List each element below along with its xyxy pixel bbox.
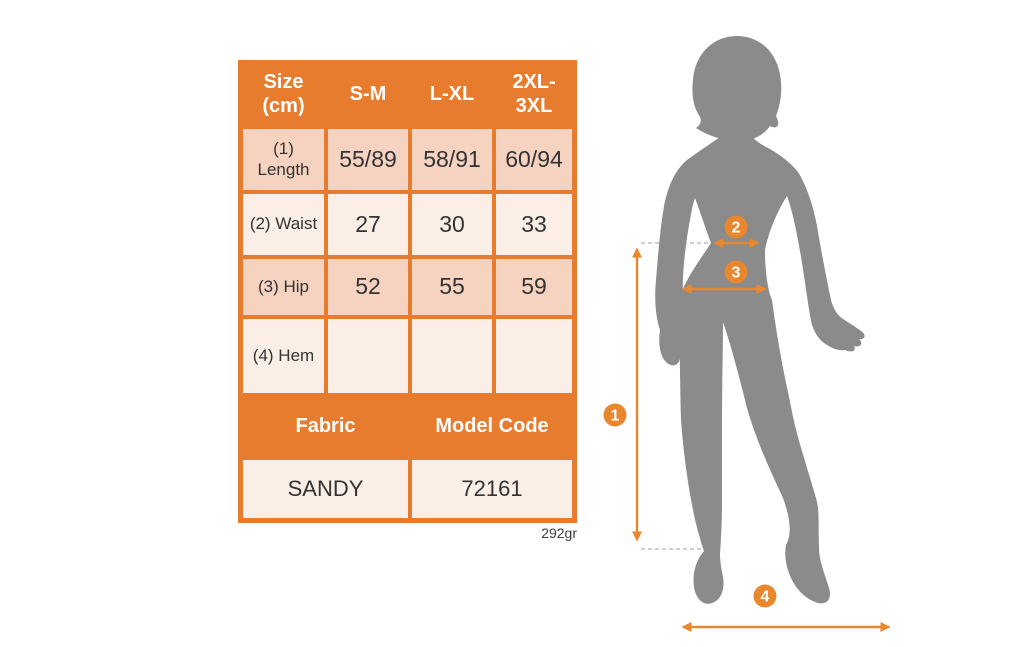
value-hem-2xl3xl: [496, 319, 572, 393]
row-label-hip: (3) Hip: [243, 259, 324, 315]
weight-note: 292gr: [541, 525, 577, 541]
value-hip-lxl: 55: [412, 259, 492, 315]
header-cell-2xl-3xl: 2XL- 3XL: [496, 65, 572, 125]
silhouette-hair: [692, 36, 782, 142]
row-label-length: (1) Length: [243, 129, 324, 190]
female-silhouette: [655, 135, 865, 604]
value-waist-lxl: 30: [412, 194, 492, 255]
value-hem-sm: [328, 319, 408, 393]
header-cell-l-xl: L-XL: [412, 65, 492, 125]
value-fabric: SANDY: [243, 460, 408, 518]
row-label-hem: (4) Hem: [243, 319, 324, 393]
marker-3-number: 3: [732, 265, 741, 282]
marker-2-number: 2: [732, 220, 741, 237]
marker-2-waist: 2: [724, 215, 748, 239]
value-length-2xl3xl: 60/94: [496, 129, 572, 190]
marker-3-hip: 3: [724, 260, 748, 284]
marker-2-circle: [724, 215, 748, 239]
marker-1-length: 1: [603, 403, 627, 427]
value-hem-lxl: [412, 319, 492, 393]
marker-4-hem: 4: [753, 584, 777, 608]
value-model-code: 72161: [412, 460, 572, 518]
value-length-lxl: 58/91: [412, 129, 492, 190]
marker-1-circle: [603, 403, 627, 427]
row-label-waist: (2) Waist: [243, 194, 324, 255]
value-hip-sm: 52: [328, 259, 408, 315]
value-waist-2xl3xl: 33: [496, 194, 572, 255]
size-table: Size (cm) S-M L-XL 2XL- 3XL (1) Length 5…: [238, 60, 577, 523]
marker-4-circle: [753, 584, 777, 608]
header-cell-model-code: Model Code: [412, 397, 572, 456]
header-cell-s-m: S-M: [328, 65, 408, 125]
marker-4-number: 4: [761, 589, 770, 606]
marker-3-circle: [724, 260, 748, 284]
marker-1-number: 1: [611, 408, 620, 425]
header-cell-fabric: Fabric: [243, 397, 408, 456]
value-waist-sm: 27: [328, 194, 408, 255]
value-hip-2xl3xl: 59: [496, 259, 572, 315]
measurement-diagram: 1 2 3 4: [603, 36, 891, 632]
header-cell-size-cm: Size (cm): [243, 65, 324, 125]
value-length-sm: 55/89: [328, 129, 408, 190]
